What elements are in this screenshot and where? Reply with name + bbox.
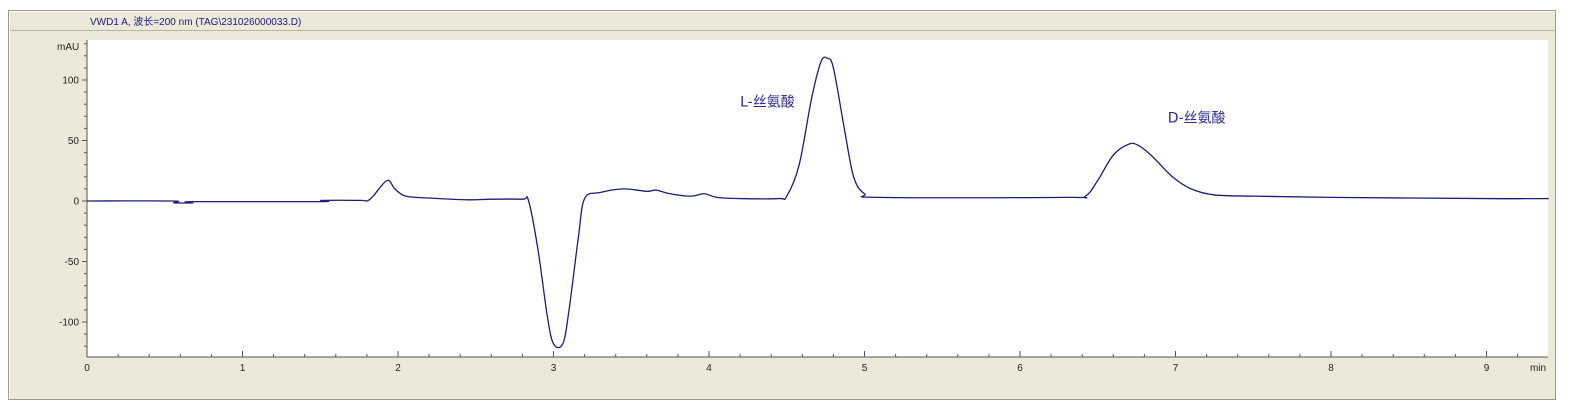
chromatogram-trace bbox=[86, 56, 1549, 349]
x-tick-label: 2 bbox=[395, 363, 401, 374]
x-axis-label: min bbox=[1530, 363, 1546, 374]
x-tick-label: 9 bbox=[1484, 363, 1490, 374]
x-tick-label: 8 bbox=[1328, 363, 1334, 374]
y-tick-label: -100 bbox=[59, 318, 79, 329]
x-tick-label: 3 bbox=[551, 363, 557, 374]
chart-title-bar bbox=[10, 10, 1554, 31]
y-tick-label: 100 bbox=[62, 76, 79, 87]
chart-title: VWD1 A, 波长=200 nm (TAG\231026000033.D) bbox=[90, 17, 302, 28]
plot-area bbox=[87, 40, 1548, 357]
x-tick-label: 5 bbox=[862, 363, 868, 374]
x-tick-label: 1 bbox=[240, 363, 246, 374]
y-axis-label: mAU bbox=[57, 42, 79, 53]
peak-label: L-丝氨酸 bbox=[740, 95, 795, 111]
x-tick-label: 7 bbox=[1173, 363, 1179, 374]
x-tick-label: 4 bbox=[706, 363, 712, 374]
y-tick-label: 50 bbox=[68, 136, 80, 147]
peak-label: D-丝氨酸 bbox=[1168, 110, 1226, 126]
y-tick-label: -50 bbox=[65, 257, 80, 268]
y-tick-label: 0 bbox=[73, 197, 79, 208]
x-tick-label: 0 bbox=[84, 363, 90, 374]
x-tick-label: 6 bbox=[1017, 363, 1023, 374]
